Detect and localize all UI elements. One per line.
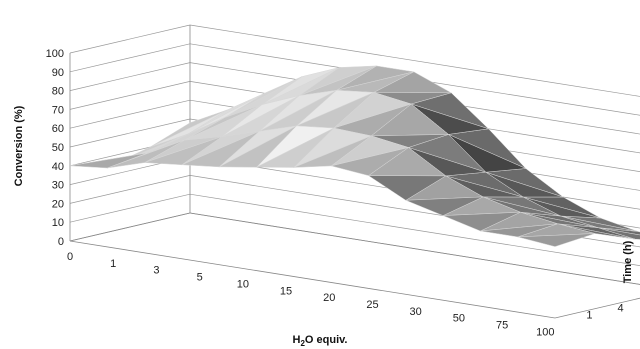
back-wall-gridline: [189, 175, 640, 248]
z-tick-label: 30: [52, 180, 64, 192]
y-tick-label: 4: [618, 302, 624, 314]
z-tick-label: 100: [46, 48, 64, 60]
x-tick-label: 100: [536, 326, 554, 338]
surface-facet: [219, 125, 297, 168]
x-axis-title-rest: O equiv.: [305, 334, 348, 346]
axis-edge: [189, 212, 640, 285]
x-tick-label: 30: [410, 306, 422, 318]
z-tick-label: 80: [52, 86, 64, 98]
z-tick-label: 50: [52, 142, 64, 154]
side-wall-gridline: [69, 62, 191, 91]
z-axis-title: Conversion (%): [13, 105, 25, 186]
x-axis-title: H2O equiv.: [293, 334, 348, 348]
surface-facet: [144, 136, 223, 166]
z-tick-label: 20: [52, 198, 64, 210]
x-axis-title-main: H: [293, 334, 301, 346]
x-tick-label: 0: [67, 251, 73, 263]
axis-tick-labels: 0 10 20 30 40 50 60 70 80 90 100 0 1 3 5 10 15 20 25 30 50 75…: [46, 48, 624, 338]
x-tick-label: 50: [453, 313, 465, 325]
y-tick-label: 1: [586, 310, 592, 322]
surface-facet: [367, 175, 447, 201]
back-wall-gridline: [189, 193, 640, 266]
axis-edge: [69, 240, 556, 319]
z-tick-label: 0: [58, 236, 64, 248]
y-axis-title: Time (h): [622, 240, 634, 283]
surface-facet: [480, 223, 558, 238]
surface-facet: [181, 131, 260, 168]
side-wall-gridline: [69, 175, 191, 204]
z-tick-label: 70: [52, 104, 64, 116]
x-tick-label: 20: [323, 292, 335, 304]
surface-facet: [405, 196, 484, 216]
surface-facet: [256, 127, 334, 168]
surface-facet: [293, 135, 372, 168]
x-tick-label: 75: [496, 320, 508, 332]
side-wall-gridline: [69, 24, 191, 54]
side-wall-gridline: [69, 43, 191, 73]
side-wall-gridline: [69, 81, 191, 110]
z-tick-label: 40: [52, 161, 64, 173]
side-wall-gridline: [69, 99, 191, 129]
z-tick-label: 60: [52, 123, 64, 135]
z-tick-label: 10: [52, 217, 64, 229]
x-tick-label: 10: [237, 278, 249, 290]
x-tick-label: 25: [366, 299, 378, 311]
x-tick-label: 5: [197, 272, 203, 284]
surface-facet: [331, 147, 409, 176]
surface-facet: [443, 211, 521, 232]
x-tick-label: 3: [153, 265, 159, 277]
side-wall-gridline: [69, 118, 191, 148]
z-tick-label: 90: [52, 67, 64, 79]
back-wall-gridline: [189, 24, 640, 97]
x-tick-label: 1: [110, 258, 116, 270]
surface-facet: [69, 152, 148, 169]
side-wall-gridline: [69, 193, 191, 223]
axis-edge: [69, 212, 191, 242]
surface-facet: [517, 233, 596, 247]
surface-facet: [107, 139, 185, 169]
axis-edge: [554, 297, 640, 319]
x-axis-title-subscript: 2: [300, 339, 305, 348]
x-tick-label: 15: [280, 285, 292, 297]
surface-mesh: [69, 65, 640, 247]
